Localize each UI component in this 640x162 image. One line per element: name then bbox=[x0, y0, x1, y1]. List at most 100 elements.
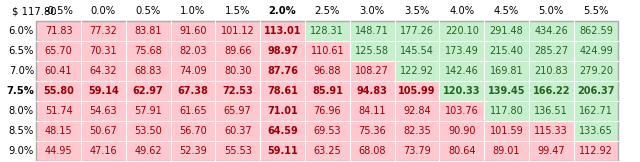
FancyBboxPatch shape bbox=[81, 61, 126, 81]
FancyBboxPatch shape bbox=[215, 141, 260, 161]
Text: 3.0%: 3.0% bbox=[360, 6, 385, 16]
FancyBboxPatch shape bbox=[394, 141, 439, 161]
Text: 75.68: 75.68 bbox=[134, 46, 162, 56]
FancyBboxPatch shape bbox=[394, 101, 439, 121]
FancyBboxPatch shape bbox=[126, 141, 170, 161]
FancyBboxPatch shape bbox=[36, 141, 81, 161]
FancyBboxPatch shape bbox=[215, 81, 260, 101]
FancyBboxPatch shape bbox=[439, 141, 484, 161]
FancyBboxPatch shape bbox=[439, 61, 484, 81]
Text: 73.79: 73.79 bbox=[403, 146, 431, 156]
Text: 862.59: 862.59 bbox=[579, 26, 613, 36]
Text: 52.39: 52.39 bbox=[179, 146, 207, 156]
Text: 59.11: 59.11 bbox=[267, 146, 298, 156]
FancyBboxPatch shape bbox=[126, 61, 170, 81]
FancyBboxPatch shape bbox=[349, 81, 394, 101]
Text: 67.38: 67.38 bbox=[177, 86, 209, 96]
Text: 133.65: 133.65 bbox=[579, 126, 613, 136]
Text: 285.27: 285.27 bbox=[534, 46, 568, 56]
Text: 71.83: 71.83 bbox=[45, 26, 72, 36]
FancyBboxPatch shape bbox=[349, 21, 394, 41]
Text: 98.97: 98.97 bbox=[267, 46, 298, 56]
FancyBboxPatch shape bbox=[126, 121, 170, 141]
FancyBboxPatch shape bbox=[170, 121, 215, 141]
Text: 61.65: 61.65 bbox=[179, 106, 207, 116]
Text: 55.53: 55.53 bbox=[224, 146, 252, 156]
Text: 91.60: 91.60 bbox=[179, 26, 207, 36]
Text: 54.63: 54.63 bbox=[90, 106, 117, 116]
Text: 74.09: 74.09 bbox=[179, 66, 207, 76]
Text: 63.25: 63.25 bbox=[314, 146, 341, 156]
FancyBboxPatch shape bbox=[573, 141, 618, 161]
Text: 89.01: 89.01 bbox=[493, 146, 520, 156]
Text: 5.5%: 5.5% bbox=[584, 6, 609, 16]
Text: 68.83: 68.83 bbox=[134, 66, 162, 76]
Text: 120.33: 120.33 bbox=[443, 86, 481, 96]
Text: 4.0%: 4.0% bbox=[449, 6, 474, 16]
Text: 55.80: 55.80 bbox=[43, 86, 74, 96]
Text: 113.01: 113.01 bbox=[264, 26, 301, 36]
Text: 2.5%: 2.5% bbox=[315, 6, 340, 16]
Text: 7.5%: 7.5% bbox=[6, 86, 34, 96]
Text: 65.97: 65.97 bbox=[224, 106, 252, 116]
FancyBboxPatch shape bbox=[305, 101, 349, 121]
Text: 8.0%: 8.0% bbox=[9, 106, 34, 116]
Text: 53.50: 53.50 bbox=[134, 126, 162, 136]
Text: 56.70: 56.70 bbox=[179, 126, 207, 136]
Text: 78.61: 78.61 bbox=[267, 86, 298, 96]
FancyBboxPatch shape bbox=[170, 141, 215, 161]
FancyBboxPatch shape bbox=[394, 81, 439, 101]
FancyBboxPatch shape bbox=[394, 21, 439, 41]
Text: 75.36: 75.36 bbox=[358, 126, 386, 136]
FancyBboxPatch shape bbox=[305, 141, 349, 161]
Text: 166.22: 166.22 bbox=[532, 86, 570, 96]
FancyBboxPatch shape bbox=[170, 101, 215, 121]
Text: 122.92: 122.92 bbox=[400, 66, 434, 76]
FancyBboxPatch shape bbox=[260, 41, 305, 61]
FancyBboxPatch shape bbox=[394, 41, 439, 61]
Text: 59.14: 59.14 bbox=[88, 86, 119, 96]
Text: 60.41: 60.41 bbox=[45, 66, 72, 76]
FancyBboxPatch shape bbox=[126, 41, 170, 61]
Text: 434.26: 434.26 bbox=[534, 26, 568, 36]
Text: 6.5%: 6.5% bbox=[8, 46, 34, 56]
FancyBboxPatch shape bbox=[170, 81, 215, 101]
FancyBboxPatch shape bbox=[573, 41, 618, 61]
Text: 0.5%: 0.5% bbox=[136, 6, 161, 16]
FancyBboxPatch shape bbox=[305, 41, 349, 61]
FancyBboxPatch shape bbox=[529, 81, 573, 101]
FancyBboxPatch shape bbox=[439, 21, 484, 41]
Text: 44.95: 44.95 bbox=[45, 146, 72, 156]
Text: 210.83: 210.83 bbox=[534, 66, 568, 76]
Text: 103.76: 103.76 bbox=[445, 106, 479, 116]
FancyBboxPatch shape bbox=[484, 101, 529, 121]
Text: 60.37: 60.37 bbox=[224, 126, 252, 136]
Text: 169.81: 169.81 bbox=[490, 66, 524, 76]
Text: $ 117.80: $ 117.80 bbox=[12, 6, 56, 16]
FancyBboxPatch shape bbox=[260, 101, 305, 121]
FancyBboxPatch shape bbox=[573, 21, 618, 41]
Text: 1.5%: 1.5% bbox=[225, 6, 250, 16]
FancyBboxPatch shape bbox=[439, 81, 484, 101]
FancyBboxPatch shape bbox=[349, 41, 394, 61]
FancyBboxPatch shape bbox=[529, 21, 573, 41]
Text: 50.67: 50.67 bbox=[90, 126, 117, 136]
FancyBboxPatch shape bbox=[305, 81, 349, 101]
Text: 215.40: 215.40 bbox=[490, 46, 524, 56]
Text: 84.11: 84.11 bbox=[358, 106, 386, 116]
FancyBboxPatch shape bbox=[305, 21, 349, 41]
Text: 80.64: 80.64 bbox=[448, 146, 476, 156]
FancyBboxPatch shape bbox=[215, 61, 260, 81]
Text: 47.16: 47.16 bbox=[90, 146, 117, 156]
FancyBboxPatch shape bbox=[81, 21, 126, 41]
Text: 112.92: 112.92 bbox=[579, 146, 613, 156]
FancyBboxPatch shape bbox=[36, 21, 81, 41]
Text: 220.10: 220.10 bbox=[445, 26, 479, 36]
Text: 101.59: 101.59 bbox=[490, 126, 524, 136]
FancyBboxPatch shape bbox=[394, 121, 439, 141]
FancyBboxPatch shape bbox=[484, 41, 529, 61]
Text: -0.5%: -0.5% bbox=[44, 6, 73, 16]
FancyBboxPatch shape bbox=[484, 81, 529, 101]
Text: 89.66: 89.66 bbox=[224, 46, 252, 56]
FancyBboxPatch shape bbox=[484, 61, 529, 81]
